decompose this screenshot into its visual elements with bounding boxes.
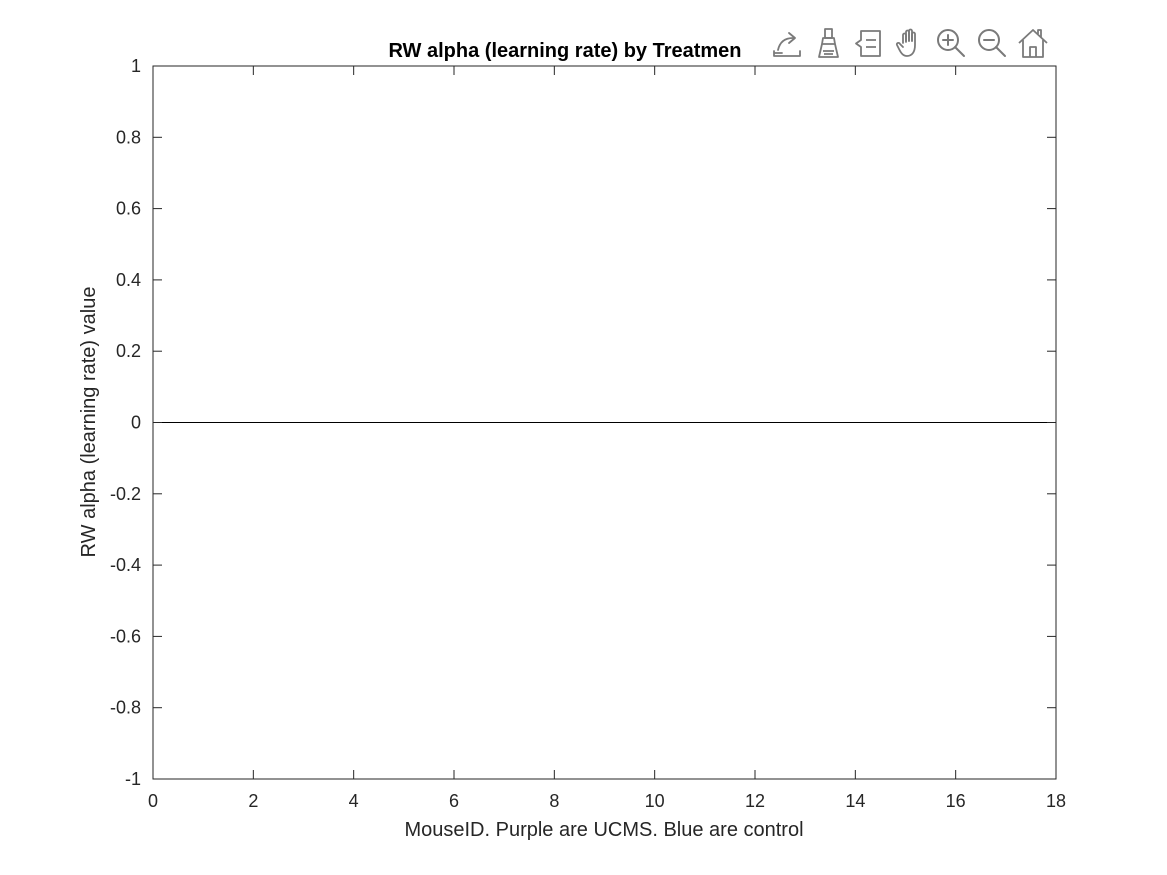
- chart-title: RW alpha (learning rate) by Treatmen: [388, 40, 741, 62]
- pan-button[interactable]: [889, 24, 930, 62]
- export-button[interactable]: [766, 24, 807, 62]
- axes-toolbar: [766, 24, 1053, 62]
- y-tick-label: -0.4: [110, 555, 141, 575]
- y-tick-label: -0.8: [110, 698, 141, 718]
- brush-icon: [817, 28, 839, 58]
- zoom-in-icon: [936, 29, 965, 57]
- x-tick-label: 6: [449, 791, 459, 811]
- x-axis-label: MouseID. Purple are UCMS. Blue are contr…: [404, 819, 803, 841]
- home-icon: [1017, 29, 1048, 58]
- legend-icon: [854, 30, 881, 57]
- zoom-out-icon: [977, 29, 1006, 57]
- restore-view-button[interactable]: [1012, 24, 1053, 62]
- x-tick-label: 18: [1046, 791, 1066, 811]
- export-icon: [772, 32, 801, 57]
- x-tick-label: 4: [349, 791, 359, 811]
- x-tick-label: 10: [645, 791, 665, 811]
- legend-button[interactable]: [848, 24, 889, 62]
- ticks-layer: [152, 65, 1057, 780]
- y-tick-label: 0.4: [116, 270, 141, 290]
- zoom-out-button[interactable]: [971, 24, 1012, 62]
- y-tick-label: 0.8: [116, 127, 141, 147]
- x-tick-label: 16: [946, 791, 966, 811]
- y-tick-label: 1: [131, 56, 141, 76]
- pan-hand-icon: [895, 28, 916, 57]
- y-tick-label: -0.2: [110, 484, 141, 504]
- x-tick-label: 12: [745, 791, 765, 811]
- brush-button[interactable]: [807, 24, 848, 62]
- y-tick-label: 0.2: [116, 341, 141, 361]
- y-tick-label: -1: [125, 769, 141, 789]
- y-tick-label: 0: [131, 413, 141, 433]
- y-axis-label: RW alpha (learning rate) value: [78, 287, 100, 558]
- x-tick-label: 14: [845, 791, 865, 811]
- x-tick-label: 2: [248, 791, 258, 811]
- x-tick-label: 0: [148, 791, 158, 811]
- labels-layer: 0 2 4 6 8 10 12 14 16 18 -1 -0.8 -0.6 -0.4 -0.2 0 0.2 0.4…: [110, 56, 1066, 811]
- y-tick-label: 0.6: [116, 199, 141, 219]
- zoom-in-button[interactable]: [930, 24, 971, 62]
- x-tick-label: 8: [549, 791, 559, 811]
- y-tick-label: -0.6: [110, 626, 141, 646]
